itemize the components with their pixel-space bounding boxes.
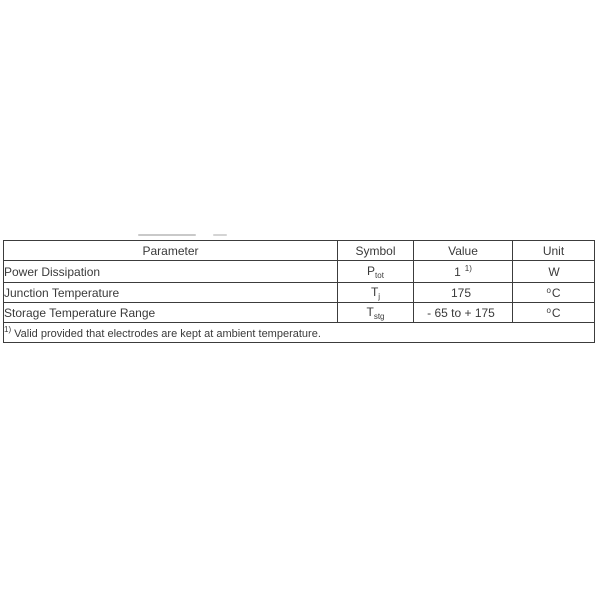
table-header-row: Parameter Symbol Value Unit [3,240,595,261]
unit-text: W [548,264,560,279]
ratings-table: Parameter Symbol Value Unit Power Dissip… [3,240,595,343]
footnote-cell: 1) Valid provided that electrodes are kep… [3,322,595,343]
symbol-base: T [366,304,374,319]
unit-superscript: o [546,285,551,295]
value-text: 175 [450,286,472,300]
symbol-base: P [367,263,376,278]
header-unit: Unit [512,240,595,261]
unit-cell: oC [512,282,595,303]
scan-artifact [213,234,227,236]
unit-text: C [551,285,561,300]
footnote-marker: 1) [4,325,12,334]
header-symbol: Symbol [337,240,414,261]
table-footnote-row: 1) Valid provided that electrodes are kep… [3,322,595,343]
value-text: - 65 to + 175 [427,306,495,320]
table-row: Junction Temperature Tj 175 oC [3,282,595,303]
header-value: Value [413,240,513,261]
parameter-cell: Power Dissipation [3,260,338,283]
value-footnote-marker: 1) [464,264,472,273]
parameter-cell: Storage Temperature Range [3,302,338,323]
unit-text: C [551,305,561,320]
parameter-cell: Junction Temperature [3,282,338,303]
header-parameter: Parameter [3,240,338,261]
symbol-cell: Tstg [337,302,414,323]
unit-superscript: o [546,305,551,315]
scan-artifact [138,234,196,236]
symbol-subscript: j [378,291,381,301]
symbol-cell: Ptot [337,260,414,283]
unit-cell: oC [512,302,595,323]
value-cell: 175 [413,282,513,303]
symbol-subscript: stg [373,311,385,321]
symbol-base: T [370,284,379,299]
symbol-cell: Tj [337,282,414,303]
table-row: Storage Temperature Range Tstg - 65 to +… [3,302,595,323]
footnote-text: Valid provided that electrodes are kept … [14,328,321,340]
symbol-subscript: tot [375,270,384,280]
value-text: 1 [454,265,461,279]
value-cell: - 65 to + 175 [413,302,513,323]
table-row: Power Dissipation Ptot 1 1) W [3,260,595,283]
unit-cell: W [512,260,595,283]
value-cell: 1 1) [413,260,513,283]
